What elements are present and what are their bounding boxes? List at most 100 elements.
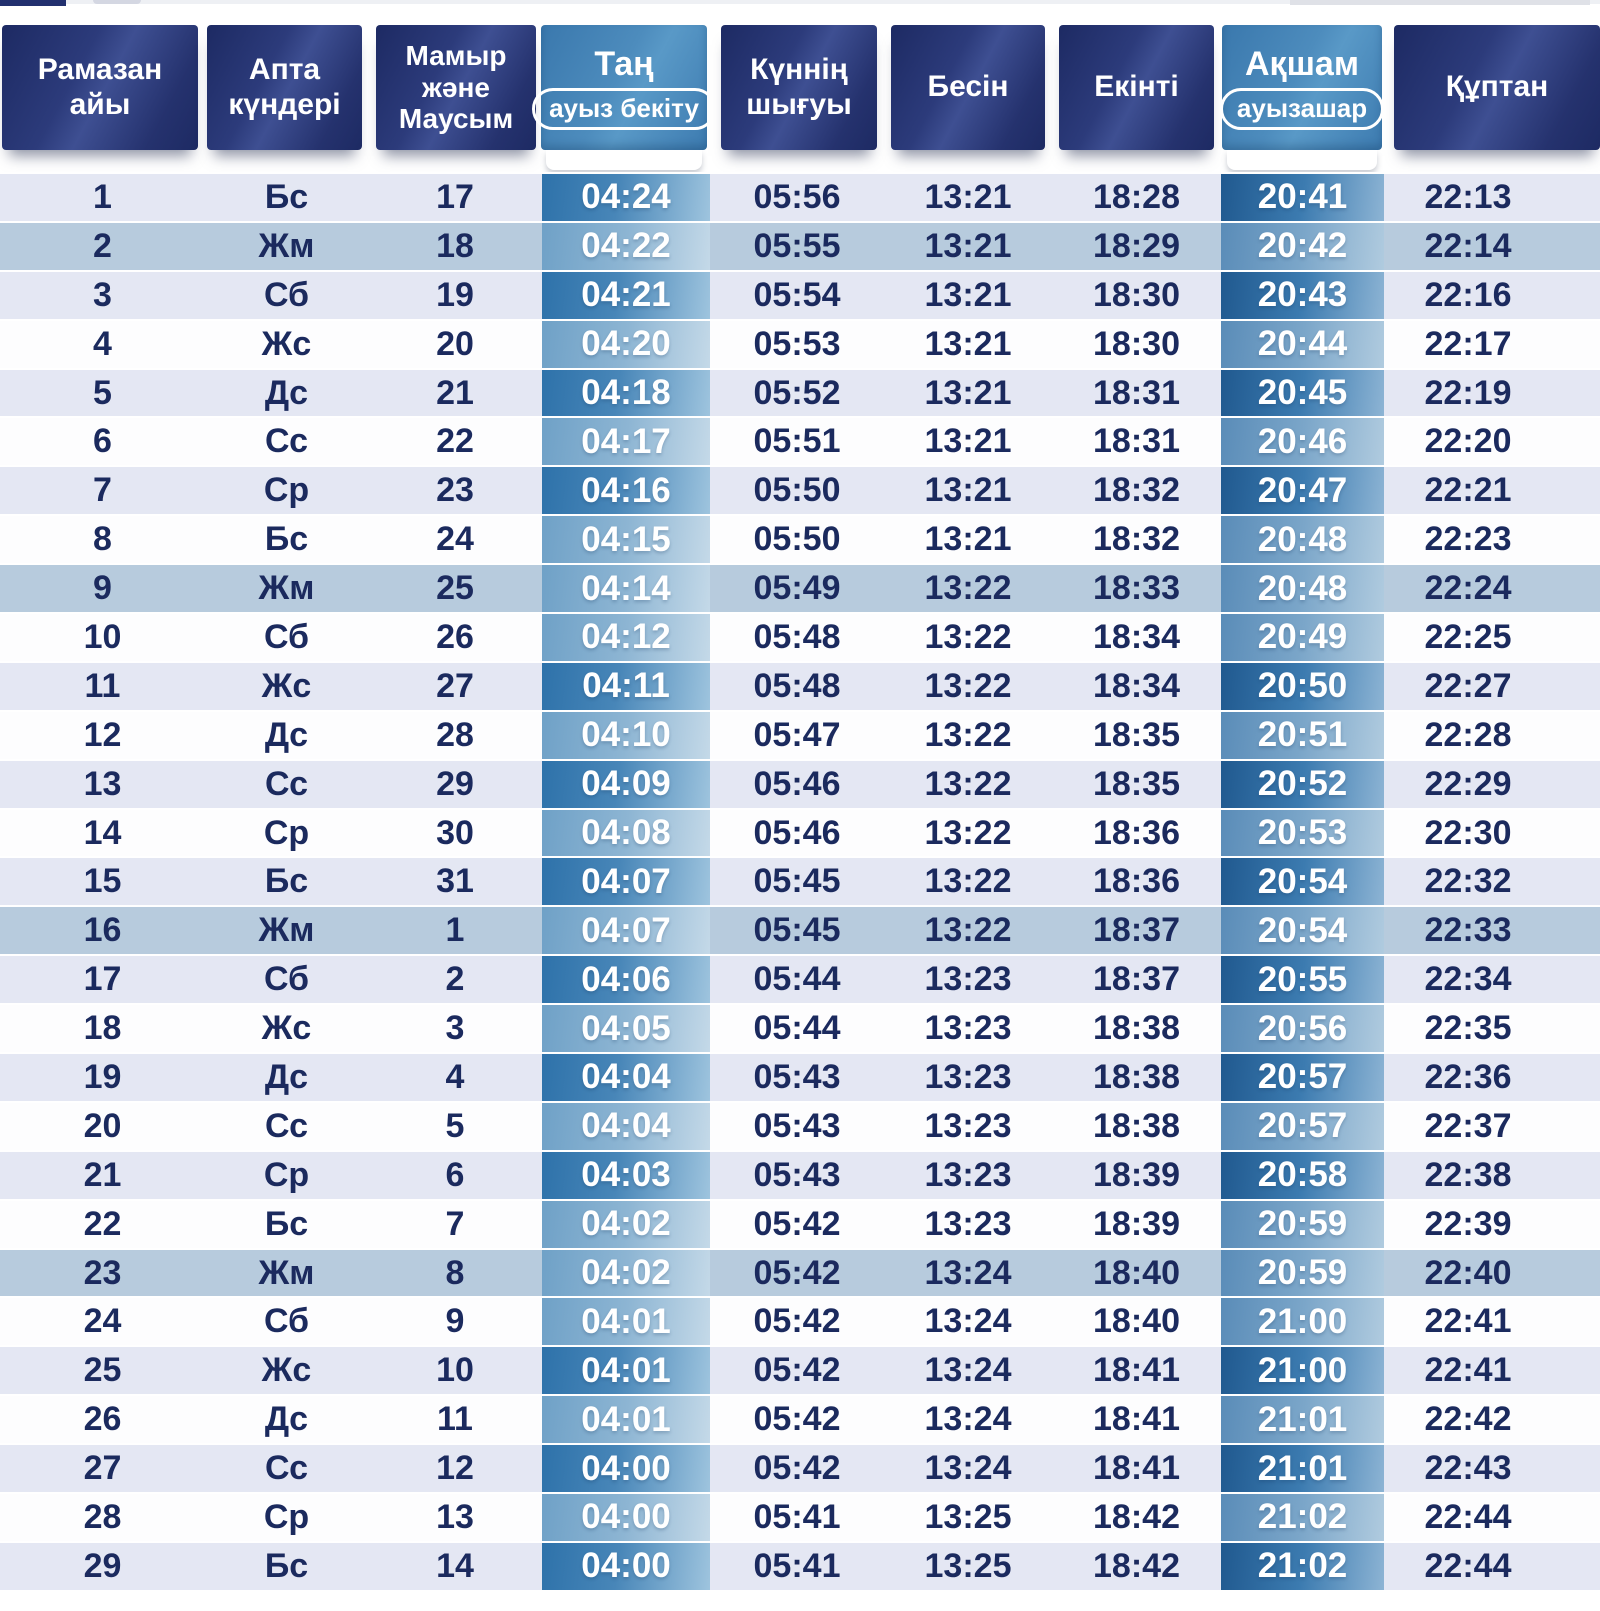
cell-sunrise: 05:41 xyxy=(753,1546,841,1585)
cell-maghrib: 21:00 xyxy=(1221,1298,1384,1346)
cell-maghrib: 20:55 xyxy=(1221,956,1384,1004)
cell-asr: 18:35 xyxy=(1093,764,1180,803)
table-row: 3 Сб 19 04:21 05:54 13:21 18:30 20:43 22:16 xyxy=(0,269,1600,319)
cell-date: 8 xyxy=(445,1253,465,1292)
cell-weekday: Сб xyxy=(263,1302,310,1341)
cell-weekday: Дс xyxy=(264,715,309,754)
cell-maghrib: 20:43 xyxy=(1221,271,1384,319)
cell-date: 19 xyxy=(436,275,474,314)
cell-sunrise: 05:46 xyxy=(753,813,841,852)
cell-sunrise: 05:55 xyxy=(753,226,841,265)
cell-weekday: Ср xyxy=(263,813,310,852)
cell-asr: 18:31 xyxy=(1093,373,1180,412)
cell-asr: 18:34 xyxy=(1093,617,1180,656)
cell-asr: 18:38 xyxy=(1093,1009,1180,1048)
row-filler xyxy=(1552,907,1600,954)
cell-asr: 18:33 xyxy=(1093,569,1180,608)
cell-maghrib: 20:59 xyxy=(1221,1200,1384,1248)
cell-asr: 18:29 xyxy=(1093,226,1180,265)
cell-ramadan-day: 26 xyxy=(83,1400,122,1439)
cell-ramadan-day: 28 xyxy=(83,1497,122,1536)
cell-asr: 18:32 xyxy=(1093,520,1180,559)
cell-maghrib: 20:53 xyxy=(1221,809,1384,857)
cell-dhuhr: 13:22 xyxy=(924,911,1012,950)
cell-date: 18 xyxy=(436,226,474,265)
cell-weekday: Сс xyxy=(264,764,308,803)
table-row: 1 Бс 17 04:24 05:56 13:21 18:28 20:41 22:13 xyxy=(0,172,1600,221)
top-edge-artifact-dark xyxy=(1290,0,1590,5)
header-label: Ақшам xyxy=(1245,44,1359,83)
cell-ramadan-day: 23 xyxy=(83,1253,122,1292)
cell-ramadan-day: 19 xyxy=(83,1057,122,1096)
cell-sunrise: 05:43 xyxy=(753,1057,841,1096)
row-filler xyxy=(1552,858,1600,905)
cell-sunrise: 05:42 xyxy=(753,1351,841,1390)
cell-fajr: 04:00 xyxy=(542,1494,710,1541)
cell-fajr: 04:00 xyxy=(542,1445,710,1493)
table-row: 26 Дс 11 04:01 05:42 13:24 18:41 21:01 22:42 xyxy=(0,1394,1600,1444)
cell-date: 5 xyxy=(445,1106,465,1145)
cell-ramadan-day: 16 xyxy=(83,911,122,950)
cell-sunrise: 05:53 xyxy=(753,324,841,363)
cell-asr: 18:38 xyxy=(1093,1106,1180,1145)
row-filler xyxy=(1552,1201,1600,1248)
cell-sunrise: 05:48 xyxy=(753,666,841,705)
cell-dhuhr: 13:22 xyxy=(924,764,1012,803)
cell-ramadan-day: 10 xyxy=(83,617,122,656)
cell-sunrise: 05:42 xyxy=(753,1449,841,1488)
table-row: 10 Сб 26 04:12 05:48 13:22 18:34 20:49 22:25 xyxy=(0,612,1600,661)
header-label: Екінті xyxy=(1094,70,1179,104)
cell-maghrib: 20:52 xyxy=(1221,760,1384,808)
cell-ramadan-day: 27 xyxy=(83,1449,122,1488)
cell-date: 28 xyxy=(436,715,474,754)
cell-sunrise: 05:49 xyxy=(753,569,841,608)
cell-isha: 22:42 xyxy=(1424,1400,1512,1439)
cell-date: 17 xyxy=(436,177,474,216)
cell-maghrib: 20:41 xyxy=(1221,174,1384,221)
cell-ramadan-day: 4 xyxy=(93,324,112,363)
table-row: 17 Сб 2 04:06 05:44 13:23 18:37 20:55 22:34 xyxy=(0,954,1600,1004)
cell-sunrise: 05:52 xyxy=(753,373,841,412)
cell-asr: 18:42 xyxy=(1093,1546,1180,1585)
cell-isha: 22:32 xyxy=(1424,862,1512,901)
cell-ramadan-day: 17 xyxy=(83,960,122,999)
cell-fajr: 04:04 xyxy=(542,1054,710,1101)
maghrib-column-card xyxy=(1227,150,1377,170)
cell-ramadan-day: 2 xyxy=(93,226,112,265)
cell-sunrise: 05:42 xyxy=(753,1400,841,1439)
cell-date: 6 xyxy=(445,1155,465,1194)
header-label: Құптан xyxy=(1445,70,1549,104)
cell-sunrise: 05:47 xyxy=(753,715,841,754)
cell-fajr: 04:08 xyxy=(542,809,710,857)
cell-weekday: Сс xyxy=(264,422,308,461)
header-asr: Екінті xyxy=(1059,25,1214,150)
cell-maghrib: 21:01 xyxy=(1221,1396,1384,1444)
cell-asr: 18:32 xyxy=(1093,471,1180,510)
cell-dhuhr: 13:21 xyxy=(924,520,1012,559)
table-row: 7 Ср 23 04:16 05:50 13:21 18:32 20:47 22:21 xyxy=(0,465,1600,515)
cell-maghrib: 20:51 xyxy=(1221,711,1384,759)
row-filler xyxy=(1552,1005,1600,1052)
cell-weekday: Жм xyxy=(258,911,315,950)
cell-sunrise: 05:44 xyxy=(753,960,841,999)
cell-maghrib: 20:54 xyxy=(1221,858,1384,906)
cell-ramadan-day: 24 xyxy=(83,1302,122,1341)
cell-dhuhr: 13:23 xyxy=(924,1106,1012,1145)
cell-asr: 18:30 xyxy=(1093,324,1180,363)
cell-date: 29 xyxy=(436,764,474,803)
cell-fajr: 04:11 xyxy=(542,662,710,710)
cell-weekday: Дс xyxy=(264,1400,309,1439)
cell-fajr: 04:24 xyxy=(542,174,710,221)
row-filler xyxy=(1552,1396,1600,1443)
cell-dhuhr: 13:24 xyxy=(924,1302,1012,1341)
cell-dhuhr: 13:21 xyxy=(924,471,1012,510)
cell-ramadan-day: 11 xyxy=(84,666,121,705)
cell-date: 27 xyxy=(436,666,474,705)
cell-maghrib: 20:50 xyxy=(1221,662,1384,710)
cell-ramadan-day: 9 xyxy=(93,569,112,608)
top-edge-artifact-tab xyxy=(93,0,141,4)
cell-asr: 18:28 xyxy=(1093,177,1180,216)
cell-date: 25 xyxy=(436,569,474,608)
cell-fajr: 04:09 xyxy=(542,760,710,808)
